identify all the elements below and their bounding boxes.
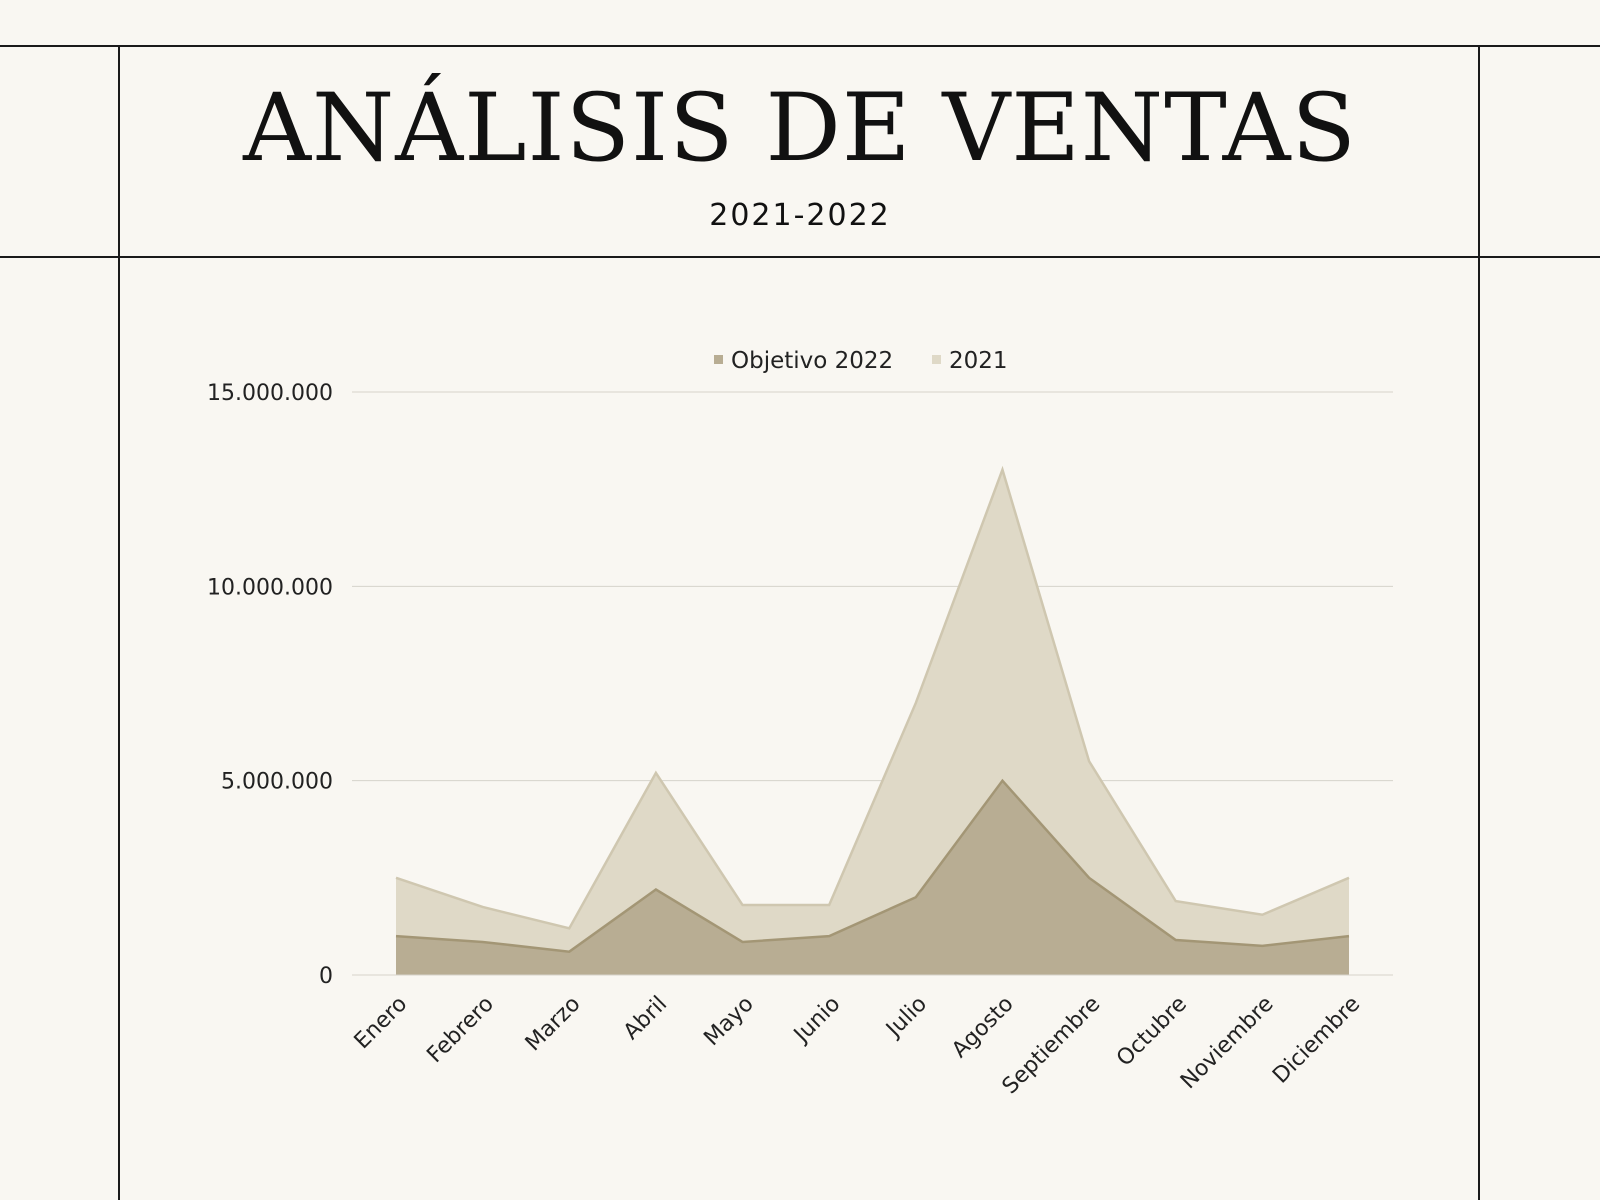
legend-2021-swatch bbox=[932, 355, 941, 364]
frame-right-line bbox=[1478, 46, 1480, 1200]
series-objetivo-2022-line bbox=[395, 778, 1350, 953]
legend-objetivo-2022-swatch bbox=[714, 355, 723, 364]
legend-objetivo-2022-label: Objetivo 2022 bbox=[731, 348, 893, 374]
x-tick-label: Octubre bbox=[1112, 992, 1192, 1072]
series-2021-line bbox=[395, 465, 1350, 930]
page-subtitle: 2021-2022 bbox=[709, 198, 891, 233]
x-tick-label: Febrero bbox=[422, 992, 498, 1068]
x-tick-label: Enero bbox=[350, 992, 413, 1055]
frame-left-line bbox=[118, 46, 120, 1200]
x-tick-label: Agosto bbox=[947, 992, 1018, 1063]
x-tick-label: Mayo bbox=[699, 992, 758, 1051]
series-2021-area bbox=[396, 469, 1349, 975]
x-tick-label: Julio bbox=[880, 992, 932, 1044]
x-tick-label: Noviembre bbox=[1176, 992, 1279, 1095]
frame-header-divider bbox=[0, 256, 1600, 258]
x-tick-label: Abril bbox=[619, 992, 672, 1045]
y-tick-label: 15.000.000 bbox=[207, 381, 333, 406]
x-tick-label: Marzo bbox=[521, 992, 586, 1057]
series-objetivo-2022-area bbox=[396, 780, 1349, 975]
x-tick-label: Diciembre bbox=[1268, 992, 1365, 1089]
y-tick-label: 0 bbox=[319, 964, 333, 989]
x-tick-label: Junio bbox=[788, 992, 845, 1049]
y-tick-label: 5.000.000 bbox=[221, 770, 333, 795]
legend-2021-label: 2021 bbox=[949, 348, 1008, 374]
y-tick-label: 10.000.000 bbox=[207, 575, 333, 600]
frame-top-line bbox=[0, 45, 1600, 47]
page-title: ANÁLISIS DE VENTAS bbox=[243, 74, 1357, 183]
